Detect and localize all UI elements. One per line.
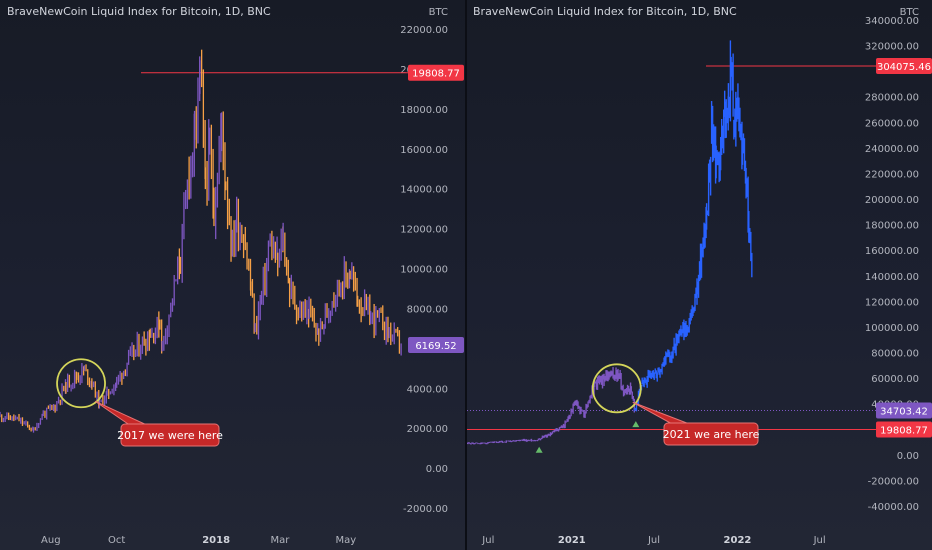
- y-tick-label: 340000.00: [865, 16, 919, 27]
- last-price-tag: [876, 402, 932, 419]
- x-tick-label: 2021: [558, 535, 586, 546]
- level-price-tag: [876, 57, 932, 74]
- x-tick-label: 2022: [724, 535, 752, 546]
- x-tick-label: Jul: [481, 535, 494, 546]
- y-tick-label: 60000.00: [871, 374, 919, 385]
- y-tick-label: -40000.00: [868, 502, 919, 513]
- y-tick-label: 100000.00: [865, 323, 919, 334]
- y-axis-unit: BTC: [429, 7, 448, 18]
- last-price-label: 6169.52: [415, 341, 456, 352]
- x-tick-label: Jul: [647, 535, 660, 546]
- y-tick-label: 10000.00: [400, 265, 448, 276]
- y-tick-label: 12000.00: [400, 225, 448, 236]
- y-tick-label: -20000.00: [868, 476, 919, 487]
- y-tick-label: 120000.00: [865, 297, 919, 308]
- y-tick-label: 80000.00: [871, 349, 919, 360]
- callout-text: 2021 we are here: [663, 428, 760, 441]
- y-tick-label: 200000.00: [865, 195, 919, 206]
- level-price-tag: [408, 64, 464, 81]
- y-tick-label: 2000.00: [407, 424, 448, 435]
- pane-divider[interactable]: [465, 0, 467, 550]
- level-price-label: 19808.77: [880, 426, 928, 437]
- y-tick-label: 16000.00: [400, 145, 448, 156]
- left-chart[interactable]: 22000.0020000.0018000.0016000.0014000.00…: [0, 0, 465, 550]
- y-tick-label: 0.00: [897, 451, 919, 462]
- marker-triangle-icon: [632, 421, 640, 428]
- y-tick-label: 320000.00: [865, 42, 919, 53]
- y-tick-label: 260000.00: [865, 118, 919, 129]
- y-tick-label: 160000.00: [865, 246, 919, 257]
- x-tick-label: Oct: [108, 535, 125, 546]
- x-tick-label: Mar: [270, 535, 290, 546]
- y-tick-label: 180000.00: [865, 221, 919, 232]
- x-tick-label: May: [335, 535, 356, 546]
- y-tick-label: -2000.00: [403, 504, 448, 515]
- left-chart-title: BraveNewCoin Liquid Index for Bitcoin, 1…: [7, 5, 271, 18]
- callout-box: [120, 423, 220, 447]
- last-price-label: 34703.42: [880, 406, 928, 417]
- x-tick-label: Aug: [41, 535, 61, 546]
- right-chart[interactable]: 340000.00 320000.00 280000.00 260000.00 2400…: [467, 0, 932, 550]
- callout-text: 2017 we were here: [117, 429, 223, 442]
- y-tick-label: 220000.00: [865, 169, 919, 180]
- level-price-tag: [876, 421, 932, 438]
- y-tick-label: 280000.00: [865, 93, 919, 104]
- callout-pointer: [632, 401, 693, 426]
- callout-box: [663, 422, 759, 446]
- y-axis-unit: BTC: [900, 7, 919, 18]
- level-price-label: 304075.46: [877, 62, 931, 73]
- y-tick-label: 0.00: [426, 464, 448, 475]
- callout-pointer: [94, 400, 150, 427]
- right-chart-title: BraveNewCoin Liquid Index for Bitcoin, 1…: [473, 5, 737, 18]
- highlight-circle: [591, 363, 642, 414]
- last-price-tag: [408, 336, 464, 353]
- y-tick-label: 8000.00: [407, 304, 448, 315]
- y-tick-label: 4000.00: [407, 384, 448, 395]
- highlight-circle: [56, 358, 106, 409]
- y-tick-label: 240000.00: [865, 144, 919, 155]
- level-price-label: 19808.77: [412, 69, 460, 80]
- x-tick-label: Jul: [813, 535, 826, 546]
- y-tick-label: 22000.00: [400, 25, 448, 36]
- marker-triangle-icon: [535, 446, 543, 453]
- y-tick-label: 140000.00: [865, 272, 919, 283]
- x-tick-label: 2018: [202, 535, 230, 546]
- y-tick-label: 14000.00: [400, 185, 448, 196]
- y-tick-label: 18000.00: [400, 105, 448, 116]
